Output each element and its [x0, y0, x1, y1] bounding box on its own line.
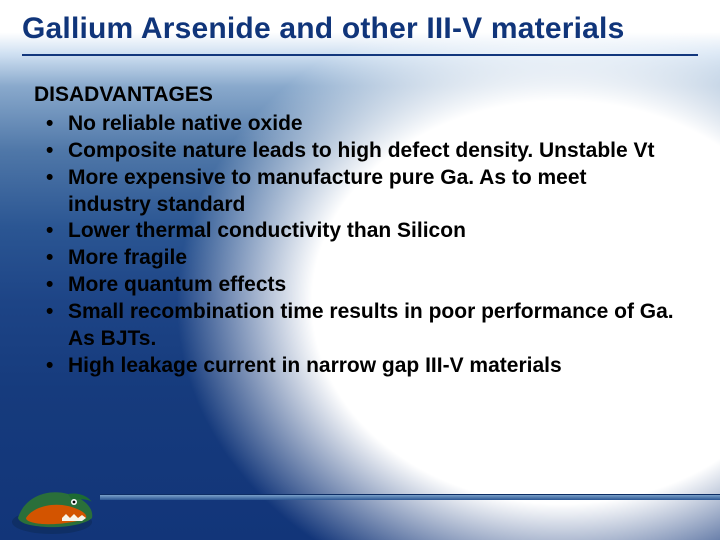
list-item: More quantum effects	[34, 272, 674, 299]
section-label: DISADVANTAGES	[34, 82, 674, 109]
list-item: Small recombination time results in poor…	[34, 299, 674, 353]
content-block: DISADVANTAGES No reliable native oxide C…	[34, 82, 674, 380]
footer-divider	[100, 494, 720, 500]
list-item: Composite nature leads to high defect de…	[34, 138, 674, 165]
slide-title: Gallium Arsenide and other III-V materia…	[22, 12, 698, 46]
list-item: More fragile	[34, 245, 674, 272]
list-item: More expensive to manufacture pure Ga. A…	[34, 165, 674, 219]
list-item: High leakage current in narrow gap III-V…	[34, 353, 674, 380]
uf-gator-logo-icon	[6, 478, 102, 536]
title-underline	[22, 54, 698, 56]
list-item: Lower thermal conductivity than Silicon	[34, 218, 674, 245]
list-item: No reliable native oxide	[34, 111, 674, 138]
bullet-list: No reliable native oxide Composite natur…	[34, 111, 674, 380]
slide: Gallium Arsenide and other III-V materia…	[0, 0, 720, 540]
